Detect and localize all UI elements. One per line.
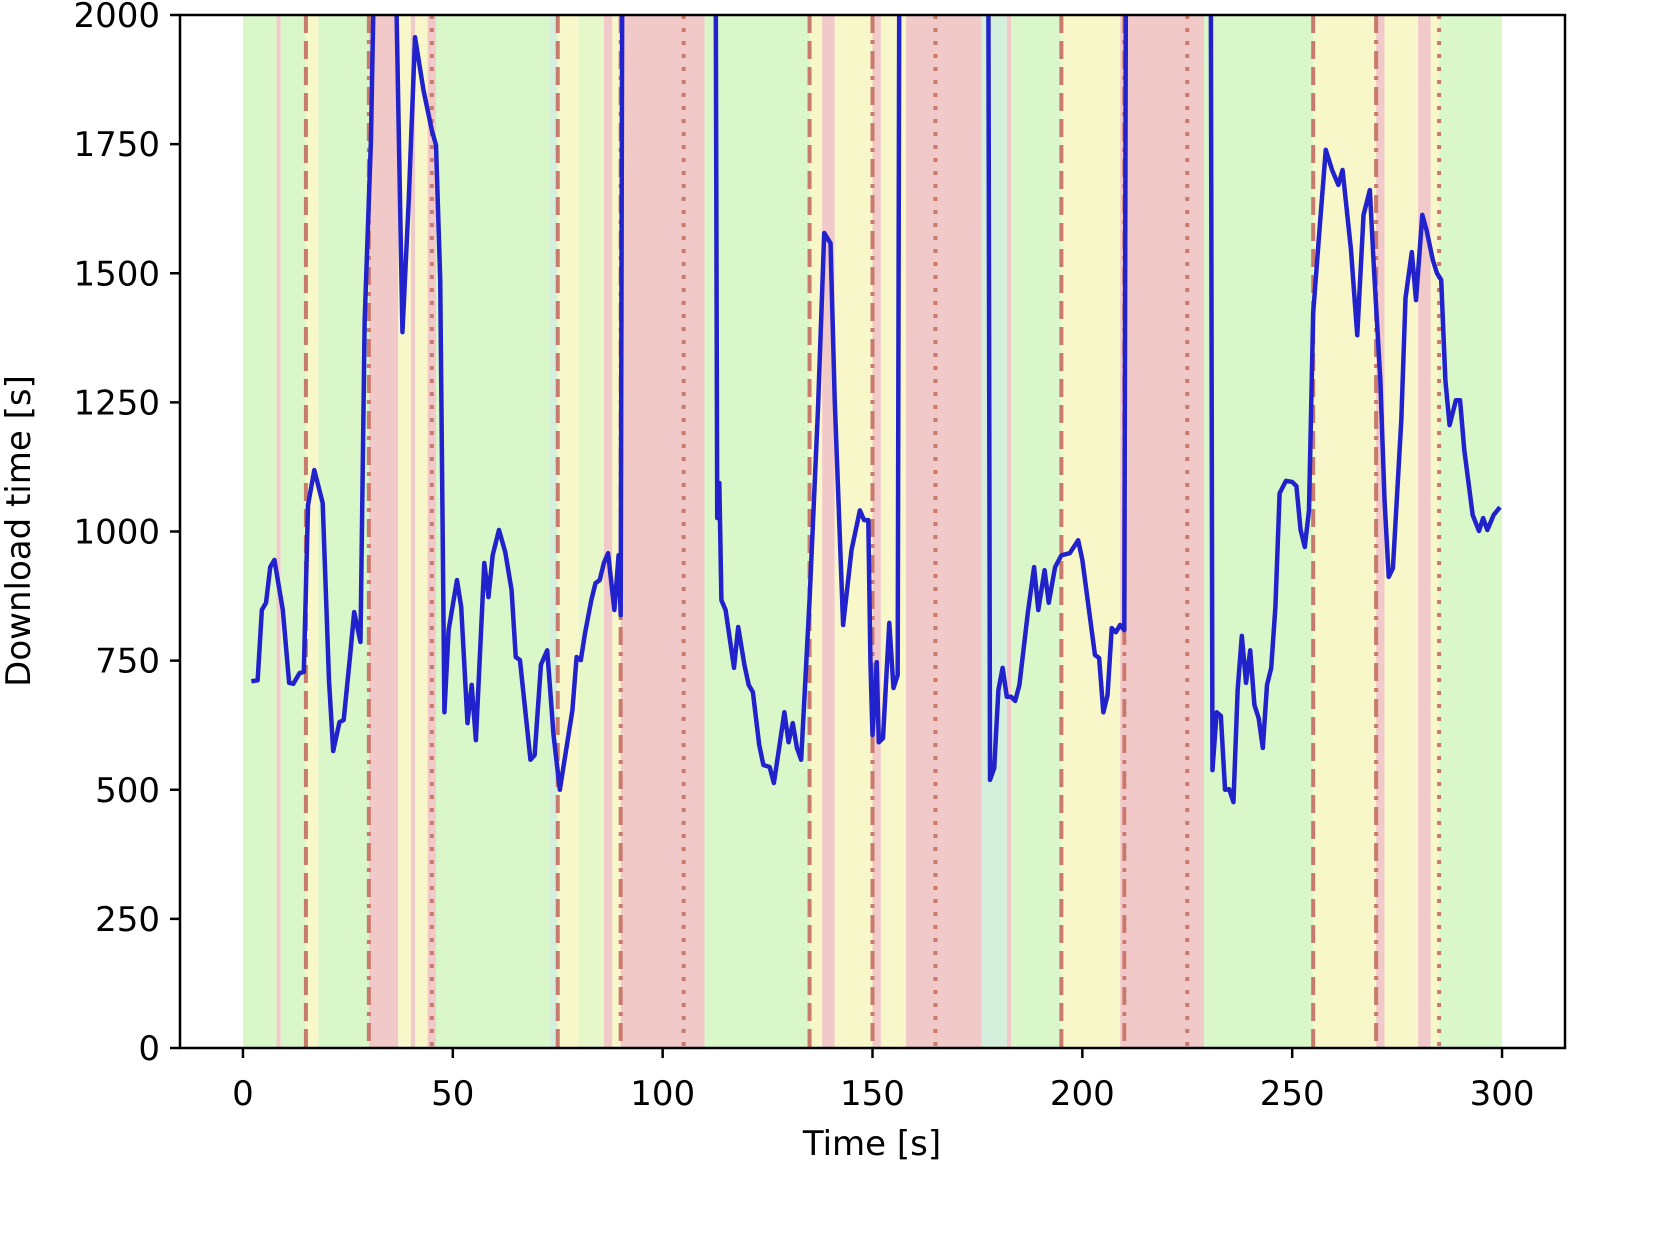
x-axis-label: Time [s] (802, 1124, 941, 1164)
span (410, 15, 416, 1048)
span (1376, 15, 1385, 1048)
x-tick-label: 100 (630, 1074, 695, 1114)
span (549, 15, 558, 1048)
y-tick-label: 500 (95, 771, 160, 811)
x-tick-label: 0 (232, 1074, 254, 1114)
span (280, 15, 306, 1048)
span (368, 15, 399, 1048)
x-tick-label: 300 (1470, 1074, 1535, 1114)
span (1418, 15, 1431, 1048)
y-tick-label: 2000 (73, 0, 160, 36)
span (436, 15, 550, 1048)
span (1011, 15, 1062, 1048)
y-tick-label: 250 (95, 900, 160, 940)
span (242, 15, 277, 1048)
span (1061, 15, 1121, 1048)
y-tick-label: 1000 (73, 513, 160, 553)
span (1006, 15, 1011, 1048)
spans (242, 15, 1503, 1048)
y-tick-label: 1500 (73, 254, 160, 294)
span (415, 15, 428, 1048)
span (427, 15, 437, 1048)
span (1384, 15, 1419, 1048)
span (557, 15, 579, 1048)
span (981, 15, 1007, 1048)
span (1430, 15, 1440, 1048)
lines (250, 15, 1502, 805)
span (276, 15, 281, 1048)
span (906, 15, 982, 1048)
span (1204, 15, 1314, 1048)
span (620, 15, 705, 1048)
span (1120, 15, 1205, 1048)
span (612, 15, 621, 1048)
x-tick-label: 250 (1260, 1074, 1325, 1114)
x-tick-label: 200 (1050, 1074, 1115, 1114)
span (822, 15, 835, 1048)
span (578, 15, 604, 1048)
span (603, 15, 613, 1048)
span (305, 15, 319, 1048)
span (872, 15, 881, 1048)
span (809, 15, 823, 1048)
series-line (250, 15, 1502, 805)
y-tick-label: 750 (95, 642, 160, 682)
x-tick-label: 50 (431, 1074, 474, 1114)
y-tick-label: 1750 (73, 125, 160, 165)
y-tick-label: 0 (138, 1029, 160, 1069)
span (880, 15, 907, 1048)
y-tick-label: 1250 (73, 383, 160, 423)
y-axis-label: Download time [s] (0, 375, 39, 687)
span (1439, 15, 1503, 1048)
x-tick-label: 150 (840, 1074, 905, 1114)
